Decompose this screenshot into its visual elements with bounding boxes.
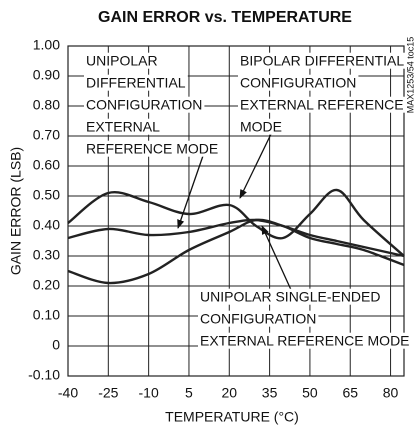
annotation-text: CONFIGURATION <box>86 97 202 113</box>
annotation-bg <box>84 118 163 135</box>
annotation-arrow <box>261 225 293 293</box>
annotation-text: CONFIGURATION <box>240 75 356 91</box>
annotation-text: CONFIGURATION <box>200 311 316 327</box>
y-tick-label: -0.10 <box>28 367 60 383</box>
annotation-bg <box>84 74 188 91</box>
annotation-text: BIPOLAR DIFFERENTIAL <box>240 53 404 69</box>
chart-title: GAIN ERROR vs. TEMPERATURE <box>98 9 352 26</box>
annotation-arrow <box>239 131 273 199</box>
data-line <box>67 188 405 257</box>
y-tick-label: 0.80 <box>33 97 60 113</box>
annotation-text: REFERENCE MODE <box>86 141 218 157</box>
plot-frame <box>67 45 405 377</box>
annotation-text: EXTERNAL REFERENCE MODE <box>200 333 410 349</box>
y-tick-label: 0.90 <box>33 67 60 83</box>
annotation-bg <box>238 52 407 69</box>
x-axis-label: TEMPERATURE (°C) <box>165 409 299 425</box>
annotation-text: EXTERNAL <box>86 119 160 135</box>
y-tick-label: 0 <box>52 337 60 353</box>
annotation-arrow <box>177 149 206 229</box>
annotation-bg <box>238 118 284 135</box>
x-tick-label: -40 <box>58 385 78 401</box>
y-tick-label: 0.40 <box>33 217 60 233</box>
x-tick-label: 5 <box>185 385 193 401</box>
annotation-text: MODE <box>240 119 282 135</box>
y-tick-label: 0.30 <box>33 247 60 263</box>
annotation-text: EXTERNAL REFERENCE <box>240 97 404 113</box>
data-line <box>67 218 405 285</box>
x-tick-label: 80 <box>383 385 399 401</box>
x-tick-label: 50 <box>302 385 318 401</box>
annotation-bg <box>84 140 221 157</box>
x-tick-label: 20 <box>221 385 237 401</box>
side-note: MAX1253/54 toc15 <box>405 37 415 114</box>
annotation-text: UNIPOLAR <box>86 53 158 69</box>
x-tick-label: 35 <box>262 385 278 401</box>
x-tick-label: 65 <box>342 385 358 401</box>
annotation-bg <box>198 288 383 305</box>
x-tick-label: -25 <box>98 385 118 401</box>
x-tick-label: -10 <box>139 385 159 401</box>
y-tick-label: 1.00 <box>33 37 60 53</box>
annotation-bg <box>198 332 412 349</box>
y-tick-label: 0.50 <box>33 187 60 203</box>
y-tick-label: 0.60 <box>33 157 60 173</box>
y-tick-label: 0.70 <box>33 127 60 143</box>
annotation-bg <box>84 96 205 113</box>
annotation-text: DIFFERENTIAL <box>86 75 186 91</box>
y-axis-label: GAIN ERROR (LSB) <box>8 147 24 275</box>
y-tick-label: 0.10 <box>33 307 60 323</box>
annotation-bg <box>238 96 406 113</box>
annotation-bg <box>198 310 319 327</box>
annotation-bg <box>84 52 160 69</box>
annotation-text: UNIPOLAR SINGLE-ENDED <box>200 289 380 305</box>
y-tick-label: 0.20 <box>33 277 60 293</box>
annotation-bg <box>238 74 359 91</box>
data-line <box>67 218 405 258</box>
